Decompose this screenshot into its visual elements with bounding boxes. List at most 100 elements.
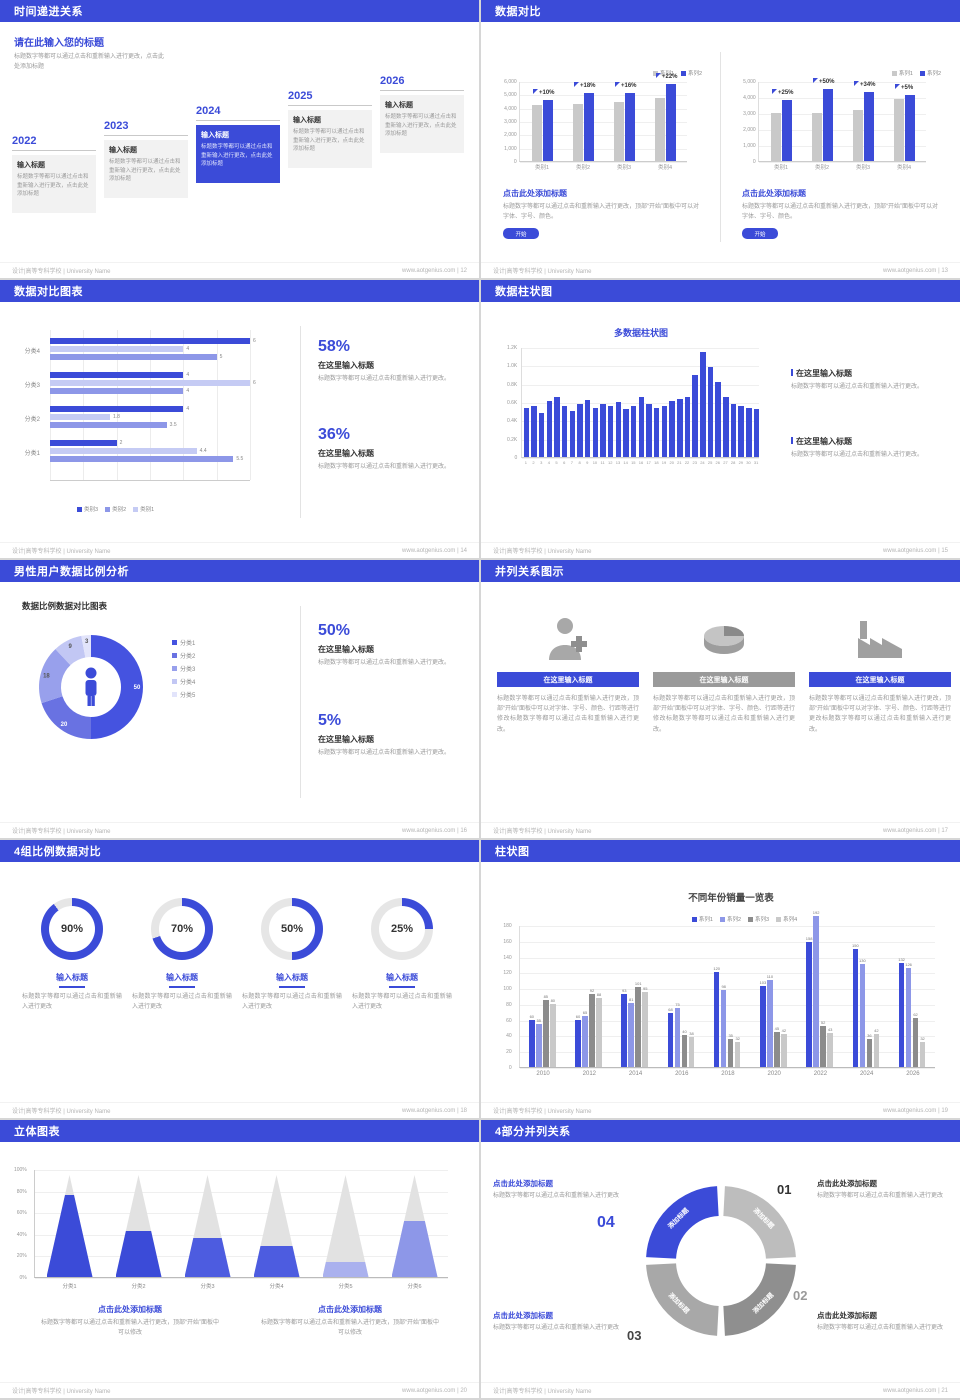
slide-title: 4部分并列关系 — [495, 1126, 571, 1138]
slide-title: 时间递进关系 — [14, 6, 83, 18]
male-icon — [85, 667, 97, 706]
bar — [827, 1033, 833, 1067]
legend-item: 分类5 — [172, 690, 195, 699]
start-button[interactable]: 开始 — [503, 228, 539, 240]
title-tick-icon — [791, 437, 793, 444]
gridline — [150, 330, 151, 480]
footer-site: www.aotgenius.com — [402, 267, 456, 274]
title-button[interactable]: 在这里输入标题 — [653, 672, 795, 687]
timeline-item-2026[interactable]: 2026 输入标题 标题数字等都可以通过点击和重新输入进行更改，点击此处添加标题 — [380, 75, 464, 153]
panel-divider — [300, 606, 301, 798]
bar — [523, 408, 529, 457]
start-button[interactable]: 开始 — [742, 228, 778, 240]
hbar — [50, 372, 184, 378]
note-text: 标题数字等都可以通过点击和重新输入进行更改 — [817, 1325, 944, 1331]
value-label: 95 — [643, 986, 648, 992]
timeline-year: 2022 — [12, 135, 96, 151]
bar-series2 — [823, 89, 833, 161]
x-label: 30 — [746, 460, 751, 465]
timeline-item-2024[interactable]: 2024 输入标题 标题数字等都可以通过点击和重新输入进行更改，点击此处添加标题 — [196, 105, 280, 183]
bar — [531, 405, 537, 457]
slide-title: 数据对比 — [495, 6, 541, 18]
bar-series2 — [905, 95, 915, 161]
category-label: 类别3 — [855, 165, 871, 172]
value-label: 98 — [721, 983, 726, 989]
bar — [700, 351, 706, 457]
chart-legend: 系列1 系列2 — [646, 62, 702, 80]
gauge-ring: 90% — [41, 898, 103, 960]
footer-page-number: 16 — [460, 827, 467, 834]
hbar — [50, 338, 250, 344]
value-label: 126 — [905, 961, 912, 967]
footer-site: www.aotgenius.com — [402, 827, 456, 834]
slide-body: 请在此输入您的标题 标题数字等都可以通过点击和重新输入进行更改，点击此处添加标题 … — [0, 22, 479, 262]
timeline-item-2022[interactable]: 2022 输入标题 标题数字等都可以通过点击和重新输入进行更改，点击此处添加标题 — [12, 135, 96, 213]
bar — [674, 1007, 681, 1067]
note-block: 点击此处添加标题 标题数字等都可以通过点击和重新输入进行更改 — [817, 1178, 947, 1202]
value-label: 75 — [675, 1001, 680, 1007]
category-label: 分类2 — [24, 417, 40, 423]
percent-label: +16% — [615, 82, 637, 89]
timeline-year: 2023 — [104, 120, 188, 136]
title-button[interactable]: 在这里输入标题 — [809, 672, 951, 687]
bar — [582, 1015, 588, 1067]
cone-chart: 100% 80% 60% 40% 20% 0% 分类1 分类2 分类3 分类4 分类5 分类6 — [14, 1167, 448, 1290]
bar — [607, 405, 614, 457]
value-label: 52 — [820, 1019, 826, 1025]
legend-item: 分类1 — [172, 638, 195, 647]
bar — [621, 993, 628, 1067]
intro-block: 请在此输入您的标题 标题数字等都可以通过点击和重新输入进行更改，点击此处添加标题 — [14, 34, 194, 72]
slide-title: 立体图表 — [14, 1126, 60, 1138]
gridline — [116, 330, 118, 480]
stat-percent: 5% — [318, 712, 342, 729]
value-label: 38 — [689, 1031, 694, 1037]
note-title: 点击此处添加标题 — [817, 1311, 877, 1320]
footer-site: www.aotgenius.com — [402, 547, 456, 554]
chart-title: 数据比例数据对比图表 — [22, 601, 108, 611]
note-title: 点击此处添加标题 — [318, 1305, 382, 1314]
title-underline — [389, 986, 415, 988]
bar — [912, 1018, 919, 1067]
x-label: 2012 — [582, 1071, 596, 1077]
title-button[interactable]: 在这里输入标题 — [497, 672, 639, 687]
value-label: 3.5 — [169, 422, 177, 428]
bar — [852, 948, 859, 1067]
intro-text: 标题数字等都可以通过点击和重新输入进行更改，点击此处添加标题 — [14, 54, 165, 70]
footer-site: www.aotgenius.com — [883, 827, 937, 834]
bar — [550, 1003, 556, 1067]
legend-item: 分类4 — [172, 677, 195, 686]
slide-header: 4部分并列关系 — [481, 1120, 960, 1142]
bar — [638, 397, 645, 457]
category-label: 分类4 — [269, 1284, 284, 1290]
x-label: 6 — [563, 460, 566, 465]
footer-page-number: 12 — [460, 267, 467, 274]
legend-item: 系列2 — [919, 71, 941, 77]
x-label: 2024 — [859, 1071, 874, 1077]
slide-body: 分类4 6 4 5 分类3 4 6 4 分类2 4 1.8 3.5 分类1 2 4.4 5.5 类别3 类别2 类别… — [0, 302, 479, 542]
card-title: 输入标题 — [293, 117, 321, 124]
timeline-item-2025[interactable]: 2025 输入标题 标题数字等都可以通过点击和重新输入进行更改，点击此处添加标题 — [288, 90, 372, 168]
stat-text: 标题数字等都可以通过点击和重新输入进行更改。 — [318, 376, 451, 382]
chart-legend: 系列1 系列2 — [885, 62, 941, 80]
slide-title: 男性用户数据比例分析 — [14, 566, 129, 578]
bar — [707, 367, 714, 457]
slide-footer: 设计|高等专科学校 | University Name www.aotgeniu… — [481, 262, 960, 278]
footer-university: 设计|高等专科学校 | University Name — [12, 1109, 111, 1115]
footer-university: 设计|高等专科学校 | University Name — [493, 1109, 592, 1115]
bar-series1 — [532, 105, 542, 161]
slide-body: 系列1 系列2 6,000 5,000 4,000 3,000 2,000 1,000 0 +10… — [481, 22, 960, 262]
bar — [720, 989, 727, 1067]
x-label: 3 — [540, 460, 543, 465]
caption-block: 点击此处添加标题 标题数字等都可以通过点击和重新输入进行更改，顶部“开始”面板中可… — [742, 188, 942, 240]
x-label: 20 — [669, 460, 674, 465]
cone — [46, 1175, 93, 1277]
gauge-percent: 90% — [49, 906, 95, 952]
segment-number: 03 — [627, 1328, 642, 1343]
x-label: 31 — [753, 460, 759, 465]
bar — [723, 397, 729, 457]
cone-fill — [46, 1195, 93, 1277]
footer-site-page: www.aotgenius.com | 18 — [402, 1107, 467, 1114]
value-label: 6 — [253, 338, 256, 344]
timeline-item-2023[interactable]: 2023 输入标题 标题数字等都可以通过点击和重新输入进行更改，点击此处添加标题 — [104, 120, 188, 198]
